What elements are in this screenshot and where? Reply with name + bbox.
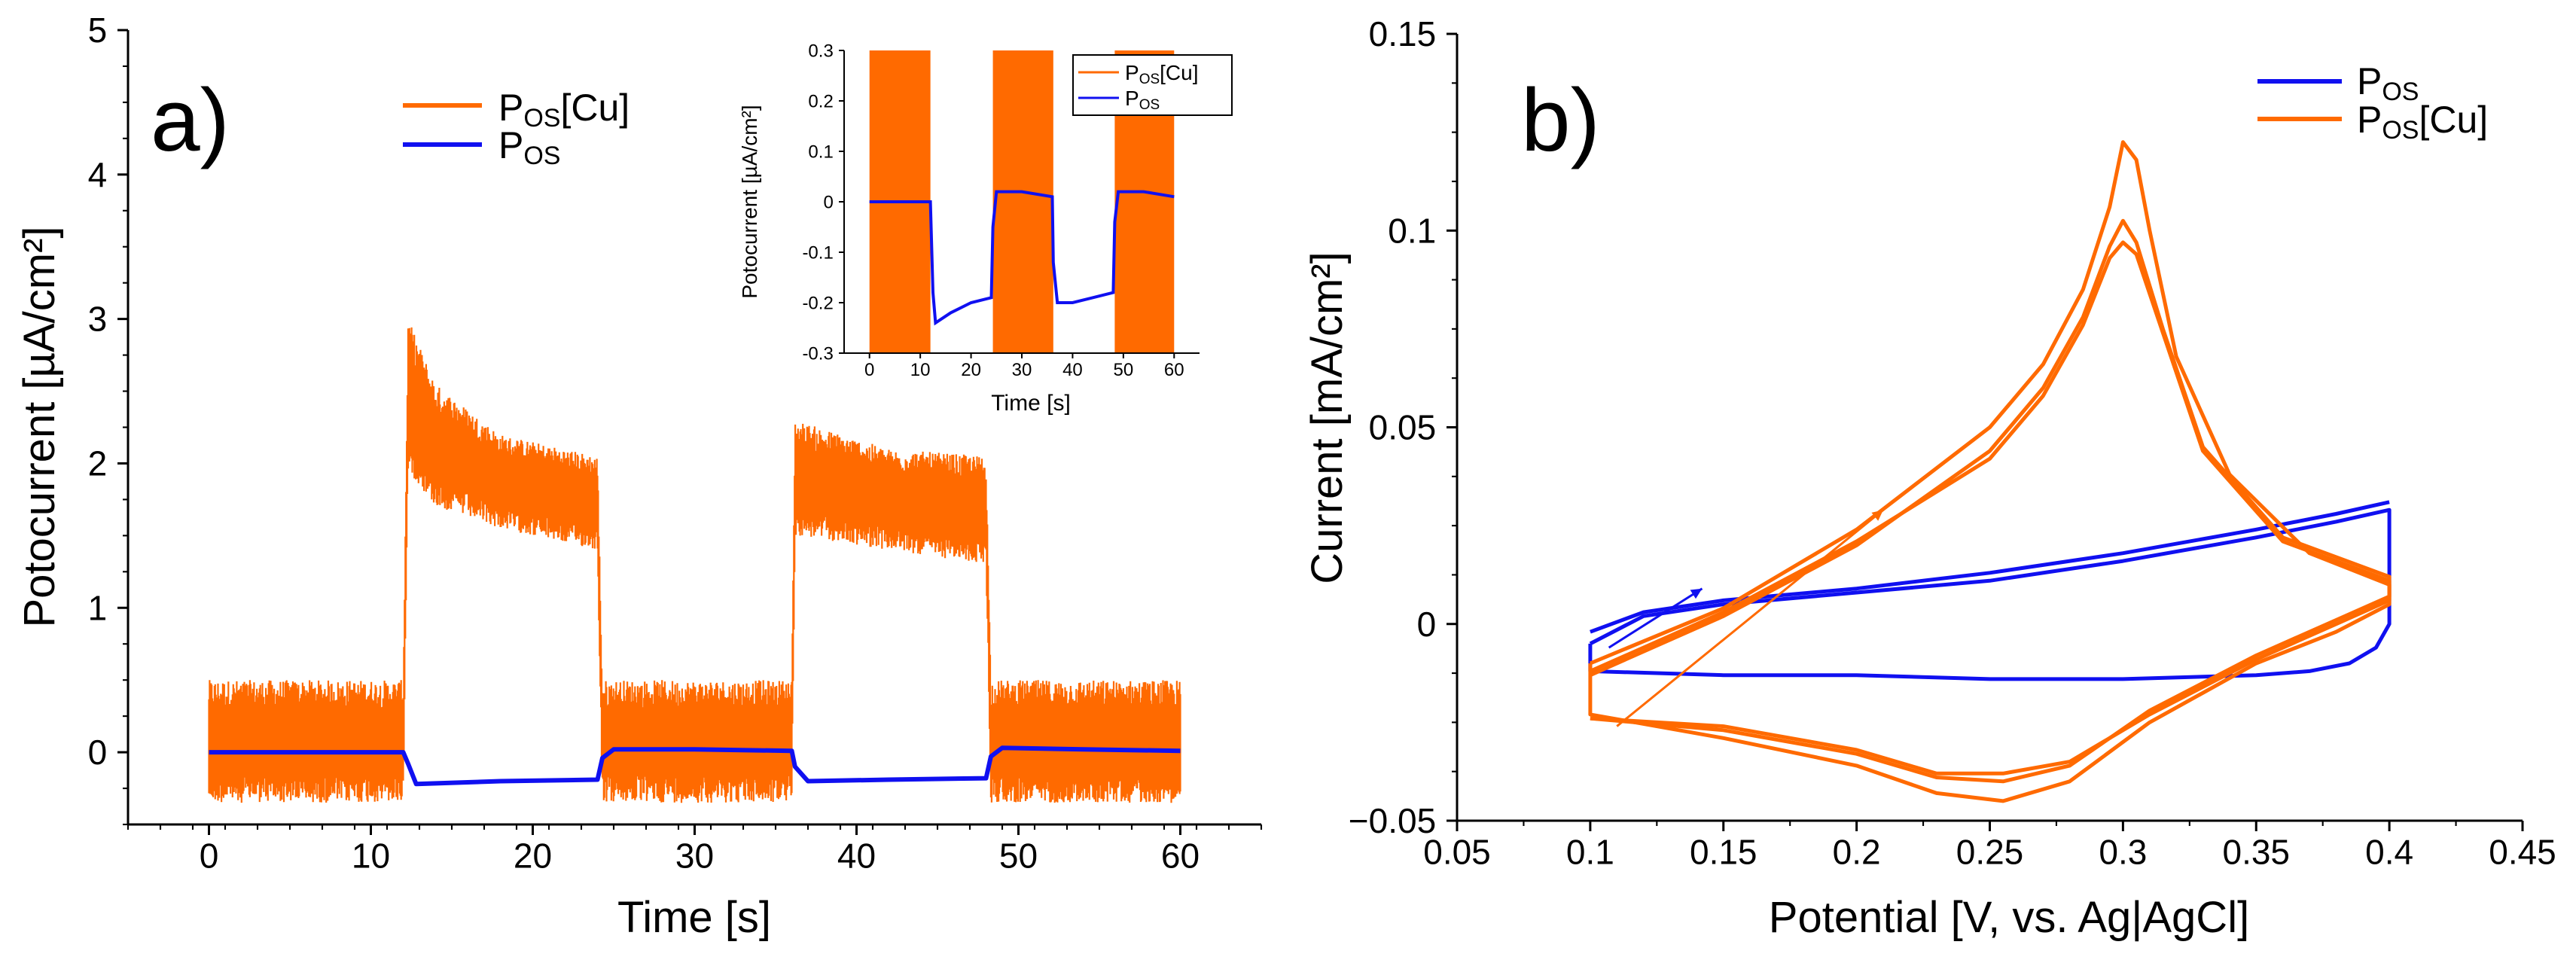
panel-a-ylabel: Potocurrent [µA/cm²] bbox=[15, 226, 64, 627]
panel-b-axes: 0.05 0.1 0.15 0.2 0.25 0.3 0.35 0.4 0.45 −0.05 0 0.… bbox=[1349, 14, 2556, 872]
panel-b-x-tick-label: 0.4 bbox=[2365, 833, 2413, 872]
series-b-orange-cycle bbox=[1588, 140, 2392, 803]
inset-x-tick-label: 50 bbox=[1114, 360, 1134, 380]
inset-y-tick-label: 0 bbox=[823, 192, 833, 212]
legend-b-blue-label: POS bbox=[2357, 60, 2419, 106]
legend-a-orange-label: POS[Cu] bbox=[498, 87, 630, 133]
panel-b-x-tick-label: 0.35 bbox=[2222, 833, 2290, 872]
panel-a-y-tick-label: 3 bbox=[88, 300, 108, 339]
inset-y-tick-label: -0.3 bbox=[802, 343, 833, 364]
panel-b-y-tick-label: −0.05 bbox=[1349, 801, 1436, 840]
panel-a-y-tick-label: 5 bbox=[88, 11, 108, 50]
panel-a-y-tick-label: 4 bbox=[88, 155, 108, 194]
panel-b-y-tick-label: 0.15 bbox=[1369, 14, 1437, 53]
inset-legend-orange-sub: OS bbox=[1139, 72, 1160, 87]
inset-x-tick-label: 0 bbox=[864, 360, 874, 380]
inset-legend-orange-suffix: [Cu] bbox=[1160, 61, 1198, 84]
legend-b-orange-label: POS[Cu] bbox=[2357, 99, 2488, 145]
panel-b-ylabel: Current [mA/cm²] bbox=[1303, 251, 1352, 584]
panel-b-legend: POS POS[Cu] bbox=[2257, 60, 2488, 145]
panel-a-axes: 0 10 20 30 40 50 60 0 1 2 3 4 5 bbox=[88, 11, 1263, 876]
series-inset-blue bbox=[869, 190, 1175, 326]
arrow-b-blue bbox=[1608, 587, 1703, 649]
panel-b-xlabel: Potential [V, vs. Ag|AgCl] bbox=[1769, 893, 2249, 942]
panel-a-x-tick-label: 40 bbox=[837, 837, 876, 876]
inset-x-tick-label: 10 bbox=[910, 360, 931, 380]
panel-a-x-tick-label: 30 bbox=[675, 837, 714, 876]
legend-b-blue-sub: OS bbox=[2382, 78, 2419, 106]
panel-b-y-tick-label: 0.1 bbox=[1388, 211, 1436, 250]
arrow-b-blue-head bbox=[1690, 588, 1703, 599]
legend-a-orange-suffix: [Cu] bbox=[560, 87, 630, 129]
panel-a-y-tick-label: 0 bbox=[88, 733, 108, 772]
panel-a: 0 10 20 30 40 50 60 0 1 2 3 4 5 a) Time [s] Potocurr… bbox=[15, 11, 1263, 942]
panel-a-x-tick-label: 50 bbox=[999, 837, 1038, 876]
panel-b: 0.05 0.1 0.15 0.2 0.25 0.3 0.35 0.4 0.45 −0.05 0 0.… bbox=[1303, 14, 2556, 942]
panel-b-x-tick-label: 0.45 bbox=[2489, 833, 2556, 872]
inset-x-tick-label: 60 bbox=[1164, 360, 1184, 380]
inset-legend-box bbox=[1072, 54, 1233, 116]
panel-b-x-tick-label: 0.1 bbox=[1566, 833, 1614, 872]
panel-b-x-tick-label: 0.15 bbox=[1690, 833, 1757, 872]
panel-a-legend: POS[Cu] POS bbox=[403, 87, 630, 170]
legend-a-orange-main: P bbox=[498, 87, 523, 129]
inset-y-tick-label: 0.2 bbox=[808, 91, 833, 111]
panel-a-x-tick-label: 60 bbox=[1161, 837, 1200, 876]
inset-legend-blue-main: P bbox=[1125, 87, 1139, 110]
panel-a-xlabel: Time [s] bbox=[617, 893, 771, 942]
arrow-b-orange bbox=[1616, 509, 1884, 727]
legend-a-orange-sub: OS bbox=[523, 104, 560, 133]
panel-b-series-group bbox=[1588, 140, 2392, 803]
inset-legend-orange-label: POS[Cu] bbox=[1125, 61, 1199, 87]
series-b-orange-cycle bbox=[1589, 218, 2392, 784]
panel-b-label: b) bbox=[1521, 71, 1600, 170]
a-blue-line-group bbox=[209, 745, 1181, 787]
legend-a-blue-label: POS bbox=[498, 124, 560, 170]
panel-a-data bbox=[208, 327, 1181, 803]
arrow-b-orange-head bbox=[1871, 510, 1883, 521]
inset-legend-blue-sub: OS bbox=[1139, 97, 1160, 113]
inset-y-tick-label: -0.1 bbox=[802, 242, 833, 263]
panel-b-y-tick-label: 0.05 bbox=[1369, 408, 1437, 447]
inset-x-tick-label: 20 bbox=[961, 360, 981, 380]
inset-x-tick-label: 40 bbox=[1062, 360, 1083, 380]
panel-a-x-tick-label: 0 bbox=[200, 837, 219, 876]
inset-ylabel: Potocurrent [µA/cm²] bbox=[738, 105, 761, 298]
legend-b-blue-main: P bbox=[2357, 60, 2382, 102]
inset: 0 10 20 30 40 50 60 -0.3 -0.2 -0.1 0 0.1 0.2 0.3 Time… bbox=[738, 41, 1233, 416]
series-b-blue-cycle bbox=[1588, 507, 2392, 681]
inset-orange-block bbox=[992, 50, 1053, 353]
panel-b-x-tick-label: 0.25 bbox=[1956, 833, 2024, 872]
series-a-blue bbox=[209, 745, 1181, 787]
inset-xlabel: Time [s] bbox=[991, 391, 1071, 416]
inset-y-tick-label: 0.3 bbox=[808, 41, 833, 61]
panel-a-y-tick-label: 1 bbox=[88, 588, 108, 627]
legend-b-orange-main: P bbox=[2357, 99, 2382, 141]
inset-legend-blue-label: POS bbox=[1125, 87, 1160, 113]
inset-blue-line-group bbox=[869, 190, 1175, 326]
legend-a-blue-main: P bbox=[498, 124, 523, 166]
panel-b-y-tick-label: 0 bbox=[1417, 605, 1437, 644]
inset-axes: 0 10 20 30 40 50 60 -0.3 -0.2 -0.1 0 0.1 0.2 0.3 bbox=[802, 41, 1200, 380]
panel-b-x-tick-label: 0.05 bbox=[1423, 833, 1491, 872]
panel-b-x-tick-label: 0.2 bbox=[1833, 833, 1881, 872]
inset-legend-orange-main: P bbox=[1125, 61, 1139, 84]
inset-y-tick-label: 0.1 bbox=[808, 142, 833, 162]
legend-b-orange-suffix: [Cu] bbox=[2419, 99, 2488, 141]
panel-a-x-tick-label: 10 bbox=[352, 837, 390, 876]
legend-a-blue-sub: OS bbox=[523, 142, 560, 170]
panel-a-label: a) bbox=[151, 71, 230, 170]
inset-y-tick-label: -0.2 bbox=[802, 293, 833, 313]
panel-b-data bbox=[1588, 140, 2392, 803]
legend-b-orange-sub: OS bbox=[2382, 116, 2419, 145]
panel-a-x-tick-label: 20 bbox=[514, 837, 552, 876]
inset-x-tick-label: 30 bbox=[1012, 360, 1032, 380]
inset-legend: POS[Cu] POS bbox=[1072, 54, 1233, 116]
series-b-orange-cycle bbox=[1589, 240, 2392, 776]
panel-a-y-tick-label: 2 bbox=[88, 444, 108, 483]
panel-b-x-tick-label: 0.3 bbox=[2099, 833, 2147, 872]
